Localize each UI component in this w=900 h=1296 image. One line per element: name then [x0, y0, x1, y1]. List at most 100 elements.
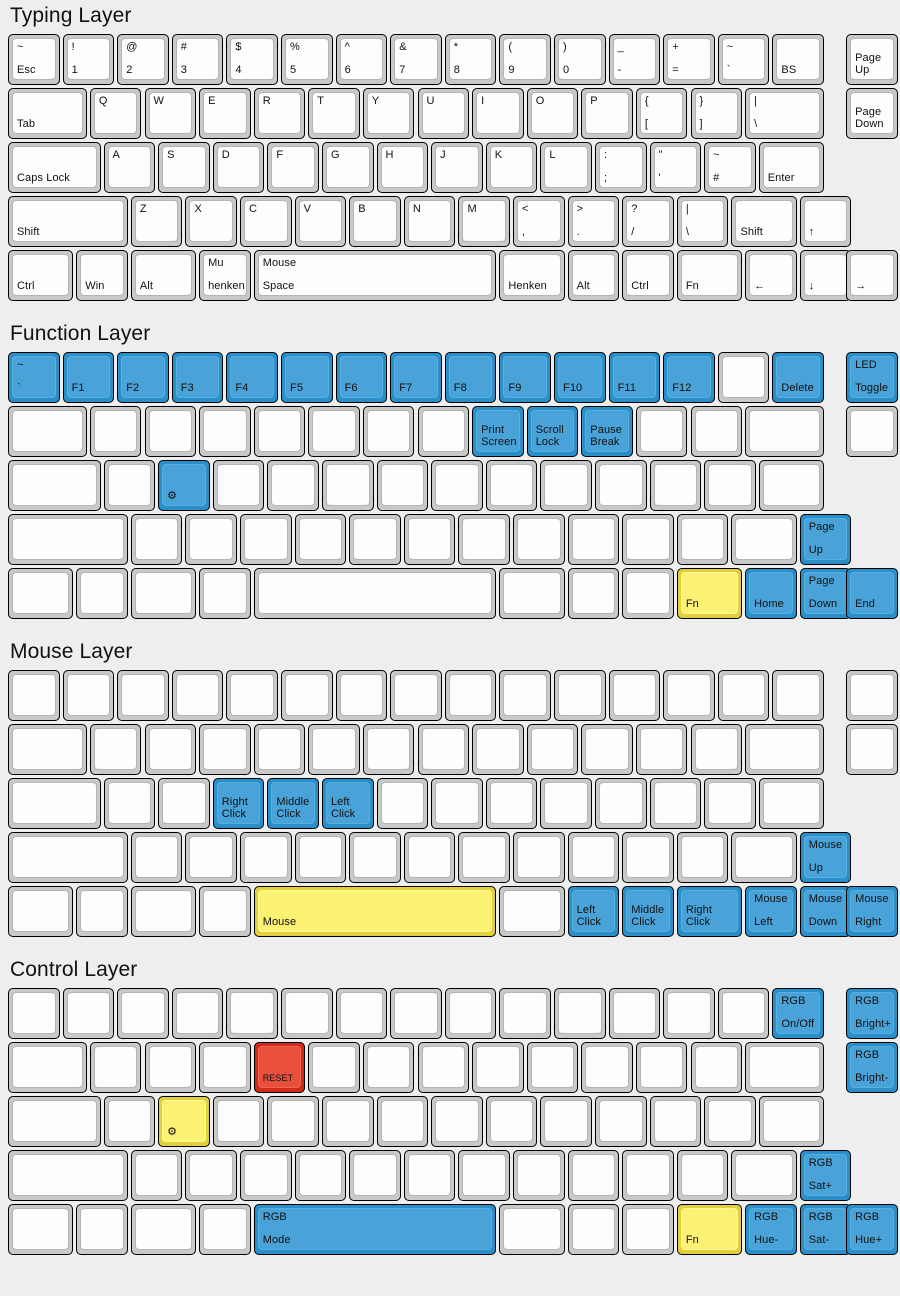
- key-page-up[interactable]: Page Up: [799, 514, 852, 565]
- key-blank[interactable]: [594, 1096, 647, 1147]
- key-blank[interactable]: [308, 406, 360, 457]
- key-blank[interactable]: ~ `: [717, 34, 770, 85]
- key-rgb-bright+[interactable]: RGB Bright+: [846, 988, 898, 1039]
- key-7[interactable]: & 7: [390, 34, 442, 85]
- key-blank[interactable]: [130, 568, 197, 619]
- key-shift[interactable]: Shift: [731, 196, 797, 247]
- key-blank[interactable]: [622, 832, 674, 883]
- key-blank[interactable]: [635, 724, 688, 775]
- key-blank[interactable]: [130, 832, 183, 883]
- key-gear-icon[interactable]: ⚙: [158, 460, 210, 511]
- key-blank[interactable]: [376, 1096, 429, 1147]
- key-blank[interactable]: [676, 514, 729, 565]
- key-blank[interactable]: [8, 568, 74, 619]
- key-page-down[interactable]: Page Down: [799, 568, 852, 619]
- key-henken[interactable]: Henken: [499, 250, 565, 301]
- key-1[interactable]: ! 1: [62, 34, 115, 85]
- key-blank[interactable]: [8, 1096, 101, 1147]
- key-blank[interactable]: [731, 1150, 797, 1201]
- key-blank[interactable]: [240, 832, 292, 883]
- key-j[interactable]: J: [431, 142, 483, 193]
- key-f4[interactable]: F4: [226, 352, 278, 403]
- key-blank[interactable]: [144, 724, 197, 775]
- key-z[interactable]: Z: [130, 196, 183, 247]
- key-blank[interactable]: [704, 460, 756, 511]
- key-blank[interactable]: [622, 1204, 674, 1255]
- key-blank[interactable]: [676, 1150, 729, 1201]
- key-blank[interactable]: [846, 670, 898, 721]
- key-blank[interactable]: [76, 886, 128, 937]
- key-blank[interactable]: [622, 514, 674, 565]
- key-n[interactable]: N: [403, 196, 456, 247]
- key-blank[interactable]: [472, 1042, 524, 1093]
- key-blank[interactable]: [513, 832, 565, 883]
- key-blank[interactable]: [567, 832, 620, 883]
- key-blank[interactable]: [649, 460, 702, 511]
- key-blank[interactable]: [89, 406, 142, 457]
- key-+[interactable]: + =: [663, 34, 715, 85]
- key-blank[interactable]: [199, 568, 251, 619]
- key-o[interactable]: O: [526, 88, 579, 139]
- key-fn[interactable]: Fn: [676, 250, 743, 301]
- key-e[interactable]: E: [199, 88, 251, 139]
- key-r[interactable]: R: [253, 88, 306, 139]
- key-blank[interactable]: [335, 670, 388, 721]
- key-q[interactable]: Q: [89, 88, 142, 139]
- key-blank[interactable]: [390, 670, 442, 721]
- key-blank[interactable]: [62, 988, 115, 1039]
- key-blank[interactable]: [704, 778, 756, 829]
- key-blank[interactable]: ↓: [799, 250, 852, 301]
- key-y[interactable]: Y: [362, 88, 415, 139]
- key-blank[interactable]: [253, 568, 497, 619]
- key-d[interactable]: D: [212, 142, 265, 193]
- key-blank[interactable]: [745, 724, 824, 775]
- key-blank[interactable]: [212, 1096, 265, 1147]
- key-blank[interactable]: | \: [745, 88, 824, 139]
- key-f10[interactable]: F10: [554, 352, 606, 403]
- key-blank[interactable]: ~ #: [704, 142, 756, 193]
- key-blank[interactable]: [745, 1042, 824, 1093]
- key-reset[interactable]: RESET: [253, 1042, 306, 1093]
- key-blank[interactable]: [144, 406, 197, 457]
- key-shift[interactable]: Shift: [8, 196, 128, 247]
- key-blank[interactable]: [581, 1042, 633, 1093]
- key-blank[interactable]: [649, 1096, 702, 1147]
- key-mouse-down[interactable]: Mouse Down: [799, 886, 852, 937]
- key-blank[interactable]: [499, 568, 565, 619]
- key-blank[interactable]: [513, 514, 565, 565]
- key-f6[interactable]: F6: [335, 352, 388, 403]
- key-blank[interactable]: [758, 778, 824, 829]
- key-blank[interactable]: [294, 832, 347, 883]
- key-v[interactable]: V: [294, 196, 347, 247]
- key-blank[interactable]: :;: [594, 142, 647, 193]
- key-blank[interactable]: [240, 514, 292, 565]
- key-blank[interactable]: [554, 988, 606, 1039]
- key-blank[interactable]: [390, 988, 442, 1039]
- key-blank[interactable]: [690, 1042, 743, 1093]
- key-blank[interactable]: [485, 460, 538, 511]
- key-blank[interactable]: [199, 406, 251, 457]
- key-blank[interactable]: [349, 514, 401, 565]
- key-blank[interactable]: [294, 1150, 347, 1201]
- key-blank[interactable]: [717, 670, 770, 721]
- key-l[interactable]: L: [540, 142, 592, 193]
- key-blank[interactable]: [690, 406, 743, 457]
- key-blank[interactable]: [772, 670, 824, 721]
- key-blank[interactable]: [663, 670, 715, 721]
- key-ctrl[interactable]: Ctrl: [8, 250, 74, 301]
- key-blank[interactable]: [846, 406, 898, 457]
- key-blank[interactable]: [199, 724, 251, 775]
- key-blank[interactable]: [144, 1042, 197, 1093]
- key-end[interactable]: End: [846, 568, 898, 619]
- key-blank[interactable]: [199, 1204, 251, 1255]
- key-f2[interactable]: F2: [117, 352, 169, 403]
- key-blank[interactable]: [499, 1204, 565, 1255]
- key-blank[interactable]: [581, 724, 633, 775]
- key-blank[interactable]: [458, 1150, 511, 1201]
- key-p[interactable]: P: [581, 88, 633, 139]
- key-blank[interactable]: ~ `: [8, 352, 60, 403]
- key-blank[interactable]: [335, 988, 388, 1039]
- key-0[interactable]: ) 0: [554, 34, 606, 85]
- key-2[interactable]: @2: [117, 34, 169, 85]
- key-f5[interactable]: F5: [281, 352, 333, 403]
